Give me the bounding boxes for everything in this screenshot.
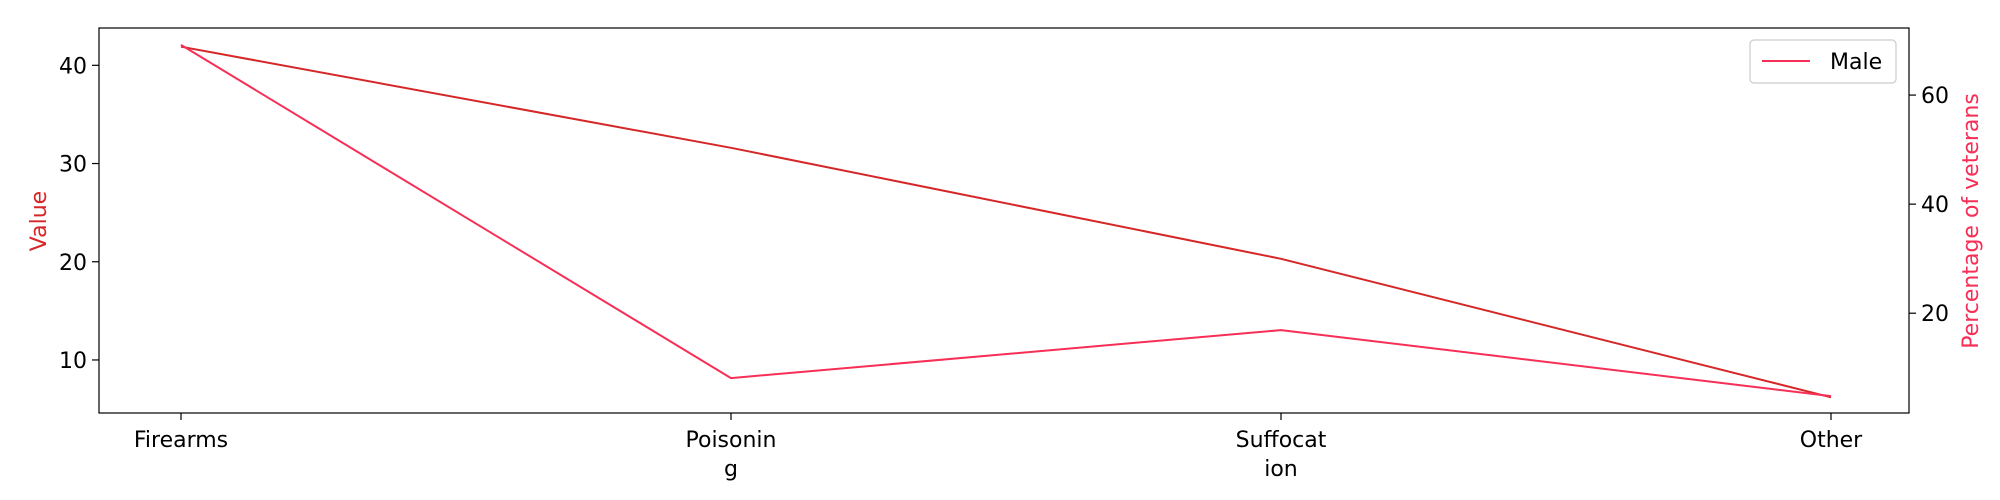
legend: Male (1749, 39, 1897, 84)
left-y-tick-label-40: 40 (59, 54, 87, 79)
left-y-tick-label-10: 10 (59, 349, 87, 374)
left-y-tick-label-30: 30 (59, 153, 87, 178)
x-tick-label-poisoning: Poisonin g (686, 428, 777, 482)
legend-entry-male: Male (1830, 50, 1882, 75)
x-axis: Firearms Poisonin g Suffocat ion Other (134, 413, 1863, 482)
right-y-tick-label-20: 20 (1921, 302, 1949, 327)
series-line-male (180, 44, 1832, 398)
right-y-axis: 20 40 60 (1909, 84, 1949, 327)
x-tick-label-suffocation: Suffocat ion (1236, 428, 1327, 482)
left-y-tick-label-20: 20 (59, 251, 87, 276)
x-tick-label-other: Other (1800, 428, 1863, 453)
left-y-axis-title: Value (27, 191, 52, 251)
x-tick-label-firearms: Firearms (134, 428, 228, 453)
right-y-axis-title: Percentage of veterans (1959, 93, 1984, 349)
right-y-tick-label-60: 60 (1921, 84, 1949, 109)
series-layer (180, 44, 1832, 399)
legend-box (1749, 39, 1897, 84)
series-line-left-axis (180, 45, 1832, 399)
plot-area (98, 27, 1910, 414)
left-y-axis: 10 20 30 40 (59, 54, 99, 374)
right-y-tick-label-40: 40 (1921, 193, 1949, 218)
